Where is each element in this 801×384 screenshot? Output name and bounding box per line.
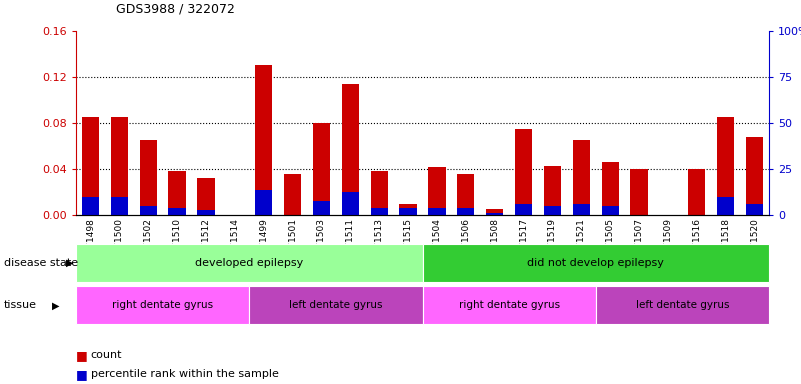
Bar [746, 137, 763, 215]
Bar [139, 206, 157, 215]
Bar [82, 117, 99, 215]
Text: left dentate gyrus: left dentate gyrus [289, 300, 383, 310]
Bar [111, 117, 128, 215]
Bar [82, 197, 99, 215]
Text: ■: ■ [76, 368, 88, 381]
Bar [630, 169, 648, 215]
Bar [313, 123, 330, 215]
Bar [255, 65, 272, 215]
Bar [486, 213, 503, 215]
Text: ■: ■ [76, 349, 88, 362]
Text: right dentate gyrus: right dentate gyrus [459, 300, 560, 310]
Bar [255, 190, 272, 215]
Text: right dentate gyrus: right dentate gyrus [112, 300, 213, 310]
Bar [342, 84, 359, 215]
Bar [717, 197, 735, 215]
Bar [486, 209, 503, 215]
Text: GDS3988 / 322072: GDS3988 / 322072 [116, 2, 235, 15]
Text: ▶: ▶ [52, 300, 59, 310]
Bar [168, 208, 186, 215]
Text: tissue: tissue [4, 300, 37, 310]
Bar [429, 167, 445, 215]
Bar [688, 169, 706, 215]
Bar [746, 204, 763, 215]
Bar [457, 208, 474, 215]
Bar [602, 162, 619, 215]
Text: ▶: ▶ [66, 258, 73, 268]
Bar [313, 201, 330, 215]
Bar [457, 174, 474, 215]
Bar [168, 171, 186, 215]
Text: did not develop epilepsy: did not develop epilepsy [527, 258, 664, 268]
Bar [429, 208, 445, 215]
Text: developed epilepsy: developed epilepsy [195, 258, 304, 268]
Text: count: count [91, 350, 122, 360]
Bar [197, 178, 215, 215]
Bar [371, 208, 388, 215]
Bar [515, 129, 532, 215]
Text: percentile rank within the sample: percentile rank within the sample [91, 369, 279, 379]
Bar [717, 117, 735, 215]
Bar [544, 166, 561, 215]
Bar [342, 192, 359, 215]
Bar [515, 204, 532, 215]
Bar [284, 174, 301, 215]
Bar [111, 197, 128, 215]
Text: disease state: disease state [4, 258, 78, 268]
Bar [544, 206, 561, 215]
Bar [139, 140, 157, 215]
Text: left dentate gyrus: left dentate gyrus [636, 300, 729, 310]
Bar [573, 140, 590, 215]
Bar [400, 204, 417, 215]
Bar [573, 204, 590, 215]
Bar [197, 210, 215, 215]
Bar [602, 206, 619, 215]
Bar [400, 208, 417, 215]
Bar [371, 171, 388, 215]
